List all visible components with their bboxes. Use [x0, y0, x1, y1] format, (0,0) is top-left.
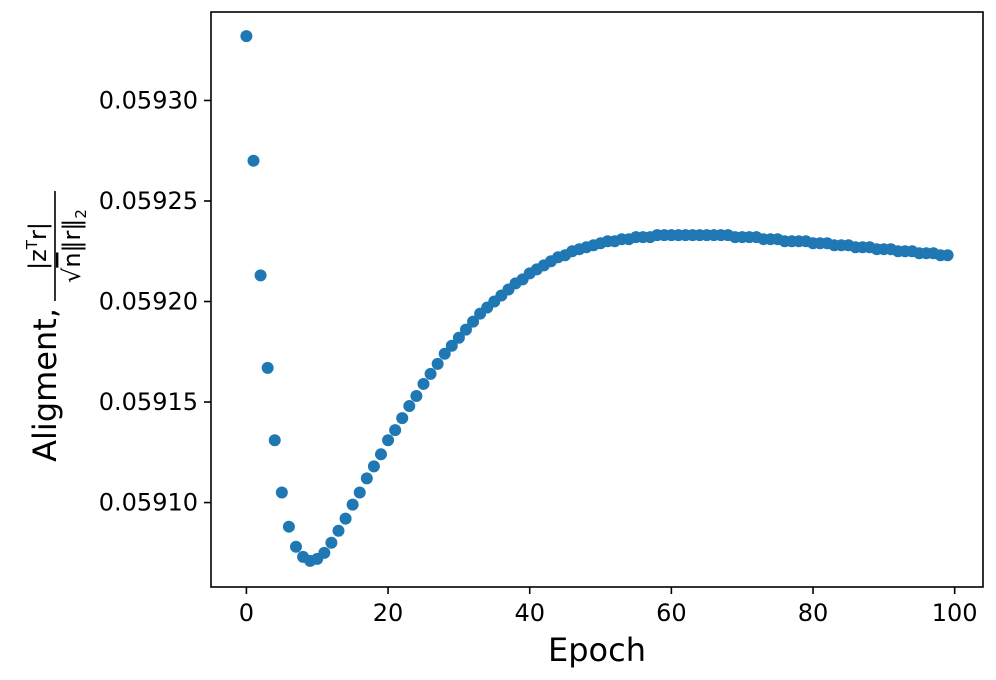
- frac-norm: ‖r‖: [58, 219, 86, 253]
- x-axis-title: Epoch: [548, 631, 646, 669]
- data-point: [941, 249, 954, 262]
- x-tick-label: 60: [656, 599, 687, 627]
- x-tick-label: 0: [239, 599, 254, 627]
- data-point: [459, 323, 472, 336]
- data-point: [467, 315, 480, 328]
- data-point: [261, 361, 274, 374]
- data-point: [325, 536, 338, 549]
- y-tick-label: 0.05915: [99, 388, 198, 416]
- svg-text:√n‖r‖2: √n‖r‖2: [58, 209, 90, 283]
- svg-text:|zTr|: |zTr|: [23, 222, 52, 270]
- data-point: [374, 448, 387, 461]
- y-axis-ticks: 0.05910 0.05915 0.05920 0.05925 0.05930: [99, 86, 211, 517]
- data-point: [339, 512, 352, 525]
- y-tick-label: 0.05930: [99, 86, 198, 114]
- y-tick-label: 0.05925: [99, 187, 198, 215]
- data-point: [254, 269, 267, 282]
- data-point: [431, 357, 444, 370]
- data-point: [424, 367, 437, 380]
- data-point: [382, 434, 395, 447]
- data-point: [410, 390, 423, 402]
- y-tick-label: 0.05910: [99, 489, 198, 517]
- data-point: [247, 154, 260, 167]
- data-point: [360, 472, 373, 485]
- data-point: [452, 331, 465, 344]
- data-point: [396, 412, 409, 425]
- frac-numerator-sup: T: [23, 239, 41, 250]
- data-point: [403, 400, 416, 413]
- data-point: [282, 520, 295, 533]
- data-point: [445, 339, 458, 352]
- frac-norm-sub: 2: [72, 209, 90, 219]
- y-tick-label: 0.05920: [99, 288, 198, 316]
- x-tick-label: 40: [514, 599, 545, 627]
- x-tick-label: 20: [373, 599, 404, 627]
- x-axis-ticks: 0 20 40 60 80 100: [239, 587, 978, 627]
- frac-numerator: |z: [24, 249, 52, 270]
- data-point: [346, 498, 359, 511]
- data-point: [332, 524, 345, 537]
- data-point: [268, 434, 281, 447]
- frac-sqrt: √: [58, 267, 86, 283]
- x-tick-label: 80: [798, 599, 829, 627]
- data-point: [318, 546, 331, 559]
- plot-frame: [210, 11, 984, 588]
- y-axis-title-text: Aligment,: [26, 308, 64, 462]
- data-point: [275, 486, 288, 499]
- frac-n: n: [58, 252, 86, 267]
- data-point: [438, 347, 451, 360]
- y-axis-title: Aligment, |zTr| √n‖r‖2: [23, 191, 90, 462]
- data-points: [240, 30, 954, 567]
- data-point: [367, 460, 380, 473]
- frac-numerator-end: r|: [24, 222, 52, 240]
- y-axis-title-fraction: |zTr| √n‖r‖2: [23, 191, 90, 301]
- x-tick-label: 100: [932, 599, 978, 627]
- data-point: [417, 377, 430, 390]
- data-point: [389, 424, 402, 437]
- data-point: [353, 486, 366, 499]
- data-point: [289, 540, 302, 553]
- data-point: [240, 30, 253, 43]
